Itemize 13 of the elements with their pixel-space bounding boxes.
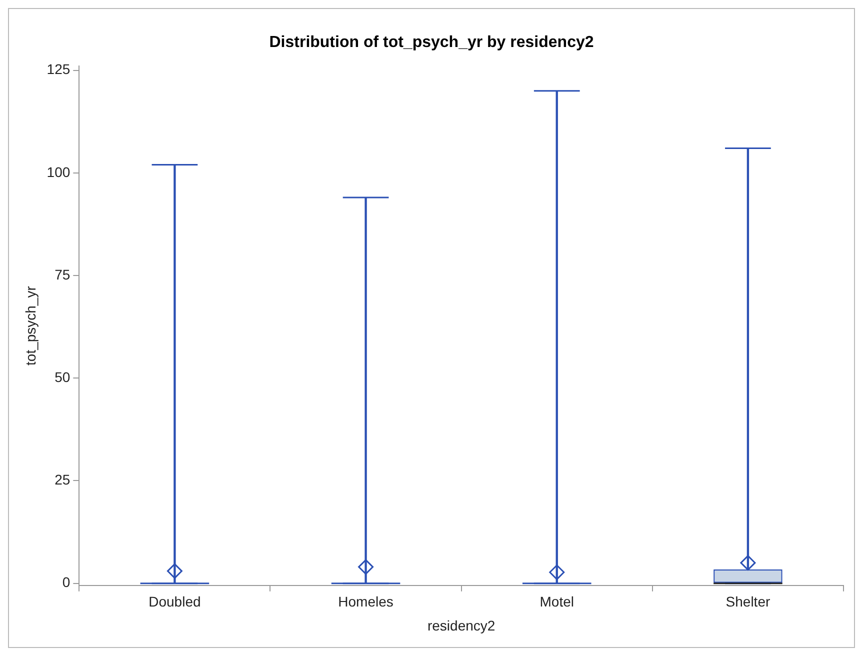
y-tick-label: 25 — [54, 472, 70, 488]
y-tick-label: 0 — [62, 574, 70, 590]
x-tick-label: Homeles — [338, 594, 394, 610]
x-tick-label: Doubled — [148, 594, 201, 610]
x-axis-title: residency2 — [427, 617, 496, 634]
chart-title: Distribution of tot_psych_yr by residency2 — [269, 34, 594, 52]
x-tick-label: Shelter — [726, 594, 770, 610]
y-axis-title: tot_psych_yr — [22, 286, 38, 366]
y-tick-label: 50 — [54, 368, 70, 385]
y-tick-label: 75 — [54, 266, 70, 282]
y-tick-label: 100 — [46, 164, 70, 180]
y-tick-label: 125 — [46, 61, 70, 78]
x-tick-label: Motel — [540, 594, 574, 610]
